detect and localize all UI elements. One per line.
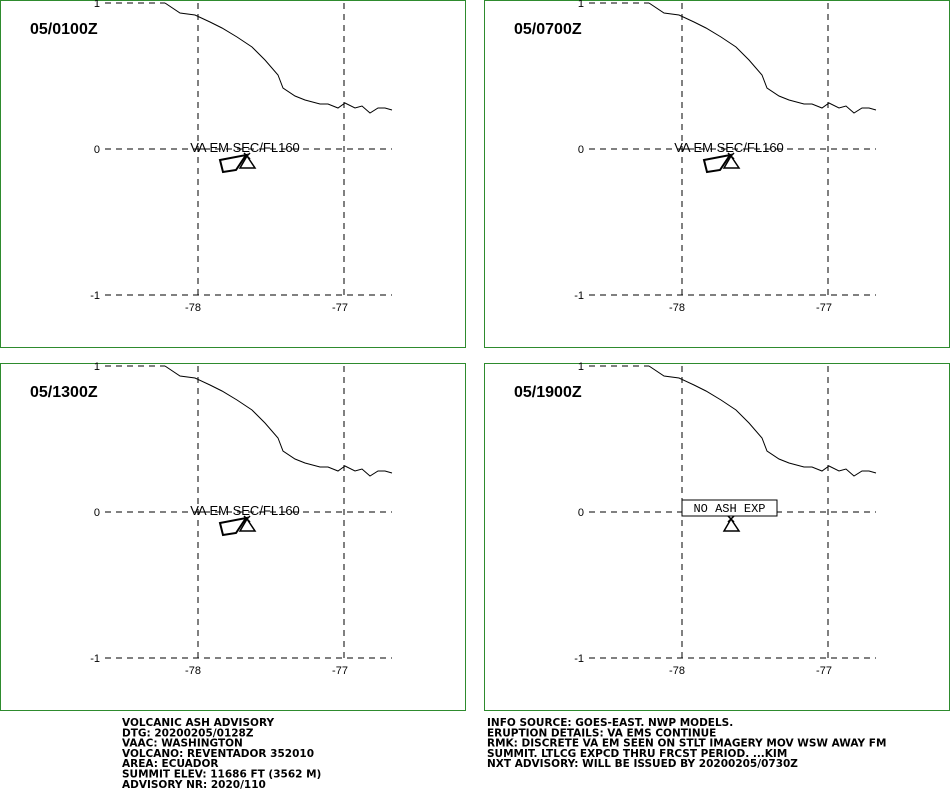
lon-label: -78	[669, 302, 685, 314]
lon-label: -77	[816, 302, 832, 314]
ash-area	[218, 153, 249, 174]
volcano-x	[243, 515, 251, 523]
ash-area	[702, 153, 733, 174]
forecast-time: 05/1300Z	[30, 384, 98, 401]
lat-label: 0	[94, 507, 100, 519]
volcano-x	[727, 515, 735, 523]
ash-annotation: VA EM SEC/FL160	[674, 140, 784, 155]
coastline	[648, 2, 877, 114]
lat-label: -1	[574, 653, 584, 665]
map-panel: 05/1900Z 1 0 -1 -78 -77 NO ASH EXP	[484, 361, 950, 711]
advisory-line: NXT ADVISORY: WILL BE ISSUED BY 20200205…	[487, 758, 798, 770]
volcano-symbol	[238, 517, 257, 532]
forecast-time: 05/0100Z	[30, 21, 98, 38]
panel-border	[484, 363, 950, 711]
advisory-line: SUMMIT. LTLCG EXPCD THRU FRCST PERIOD. .…	[487, 748, 787, 760]
volcano-x	[727, 152, 735, 160]
coastline	[164, 365, 393, 477]
ash-area	[218, 516, 249, 537]
advisory-line: VAAC: WASHINGTON	[122, 738, 243, 750]
advisory-line: AREA: ECUADOR	[122, 758, 219, 770]
lat-label: 0	[578, 507, 584, 519]
lon-label: -78	[669, 665, 685, 677]
ash-annotation: NO ASH EXP	[693, 502, 765, 516]
lon-label: -77	[816, 665, 832, 677]
panel-border	[0, 0, 466, 348]
volcano-symbol	[722, 154, 741, 169]
advisory-line: SUMMIT ELEV: 11686 FT (3562 M)	[122, 769, 321, 781]
ash-annotation: VA EM SEC/FL160	[190, 140, 300, 155]
lat-label: 1	[578, 361, 584, 373]
coastline	[648, 365, 877, 477]
map-panel: 05/0100Z 1 0 -1 -78 -77 VA EM SEC/FL160	[0, 0, 466, 348]
lon-label: -78	[185, 665, 201, 677]
forecast-time: 05/1900Z	[514, 384, 582, 401]
advisory-line: INFO SOURCE: GOES-EAST. NWP MODELS.	[487, 717, 733, 729]
advisory-line: VOLCANIC ASH ADVISORY	[122, 717, 274, 729]
lon-label: -77	[332, 302, 348, 314]
advisory-line: ADVISORY NR: 2020/110	[122, 779, 266, 791]
volcano-x	[243, 152, 251, 160]
lat-label: 1	[578, 0, 584, 10]
volcano-symbol	[238, 154, 257, 169]
lat-label: 1	[94, 361, 100, 373]
forecast-time: 05/0700Z	[514, 21, 582, 38]
map-panel: 05/1300Z 1 0 -1 -78 -77 VA EM SEC/FL160	[0, 361, 466, 711]
annotation-box	[681, 499, 778, 517]
lat-label: 0	[94, 144, 100, 156]
ash-annotation: VA EM SEC/FL160	[190, 503, 300, 518]
lat-label: 1	[94, 0, 100, 10]
lon-label: -78	[185, 302, 201, 314]
panel-border	[0, 363, 466, 711]
map-panel: 05/0700Z 1 0 -1 -78 -77 VA EM SEC/FL160	[484, 0, 950, 348]
advisory-line: RMK: DISCRETE VA EM SEEN ON STLT IMAGERY…	[487, 738, 886, 750]
volcano-symbol	[722, 517, 741, 532]
lat-label: 0	[578, 144, 584, 156]
advisory-line: DTG: 20200205/0128Z	[122, 727, 254, 739]
lat-label: -1	[90, 290, 100, 302]
lat-label: -1	[574, 290, 584, 302]
advisory-line: ERUPTION DETAILS: VA EMS CONTINUE	[487, 727, 716, 739]
panel-border	[484, 0, 950, 348]
lon-label: -77	[332, 665, 348, 677]
advisory-line: VOLCANO: REVENTADOR 352010	[122, 748, 314, 760]
lat-label: -1	[90, 653, 100, 665]
coastline	[164, 2, 393, 114]
